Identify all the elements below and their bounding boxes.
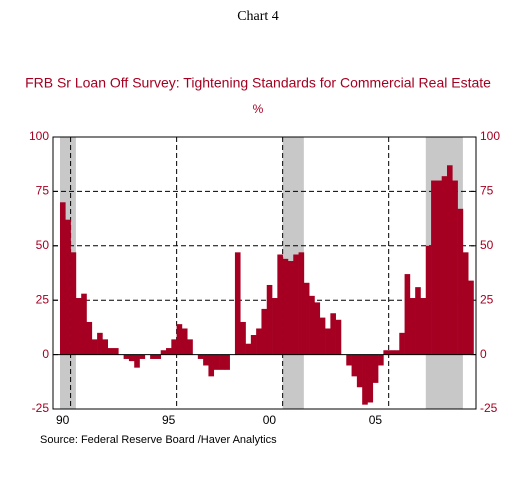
bar <box>139 354 146 359</box>
bar <box>335 319 342 355</box>
bar <box>356 354 363 388</box>
bar <box>208 354 215 377</box>
bar <box>219 354 225 370</box>
y-tick-label: 100 <box>29 129 49 143</box>
bar <box>351 354 358 377</box>
bar <box>234 252 241 355</box>
bar <box>309 295 315 355</box>
bar <box>86 321 93 355</box>
bar <box>171 339 177 355</box>
bar <box>256 328 262 355</box>
bar <box>420 298 427 355</box>
bar <box>128 354 135 362</box>
bar <box>330 313 336 355</box>
bar <box>81 293 87 355</box>
bar <box>107 348 114 355</box>
bar <box>97 332 103 355</box>
bar <box>446 165 453 355</box>
bar <box>462 252 469 355</box>
bar <box>65 219 71 355</box>
y-tick-label: -25 <box>32 401 50 415</box>
x-tick-label: 95 <box>162 413 176 427</box>
bar <box>250 335 257 355</box>
y-tick-label: 75 <box>36 184 50 198</box>
bar <box>441 176 448 355</box>
bar <box>213 354 220 370</box>
bar <box>298 252 305 355</box>
bar <box>388 350 395 355</box>
bar <box>367 354 374 403</box>
bar <box>314 302 321 355</box>
y2-tick-label: 25 <box>480 292 494 306</box>
bar <box>123 354 130 359</box>
bar <box>409 298 416 355</box>
bar <box>415 287 421 355</box>
y-tick-label: 0 <box>42 347 49 361</box>
y2-tick-label: 50 <box>480 238 494 252</box>
bar <box>60 202 66 355</box>
bar <box>425 245 432 355</box>
bar <box>378 354 384 366</box>
bar <box>431 180 437 355</box>
bar <box>176 324 183 355</box>
bar <box>240 321 246 355</box>
bar <box>203 354 209 366</box>
bar <box>399 332 405 355</box>
bar <box>245 343 252 355</box>
bar <box>452 180 458 355</box>
x-tick-label: 00 <box>263 413 277 427</box>
bar <box>436 180 442 355</box>
bar <box>261 308 268 355</box>
bar <box>134 354 140 368</box>
bar <box>383 350 389 355</box>
chart-title: FRB Sr Loan Off Survey: Tightening Stand… <box>25 75 491 91</box>
chart-heading: Chart 4 <box>237 9 279 24</box>
x-tick-label: 90 <box>56 413 70 427</box>
bar <box>457 208 464 355</box>
bar <box>346 354 352 366</box>
bar <box>102 339 109 355</box>
bar <box>155 354 162 359</box>
bar <box>287 261 294 355</box>
bar <box>325 328 331 355</box>
bar <box>393 350 400 355</box>
y-tick-label: 25 <box>36 292 50 306</box>
bar <box>293 254 299 355</box>
bar <box>303 282 310 355</box>
bar <box>224 354 230 370</box>
y2-tick-label: 100 <box>480 129 500 143</box>
bar <box>266 284 273 355</box>
chart-subtitle: % <box>253 102 264 116</box>
bar <box>70 252 77 355</box>
y2-tick-label: 75 <box>480 184 494 198</box>
bar <box>160 350 167 355</box>
bar <box>272 298 278 355</box>
plot-frame <box>52 136 477 410</box>
bar <box>187 339 193 355</box>
bar <box>362 354 368 405</box>
bar <box>372 354 379 383</box>
bar <box>75 298 82 355</box>
y2-tick-label: -25 <box>480 401 498 415</box>
bar <box>319 317 326 355</box>
source-note: Source: Federal Reserve Board /Haver Ana… <box>40 434 277 446</box>
bar <box>166 348 172 355</box>
bar <box>181 328 188 355</box>
x-tick-label: 05 <box>369 413 383 427</box>
y2-tick-label: 0 <box>480 347 487 361</box>
bar <box>113 348 119 355</box>
bar <box>150 354 156 359</box>
bar <box>404 274 411 355</box>
bar <box>91 339 98 355</box>
bar <box>197 354 204 359</box>
bar <box>468 280 474 355</box>
y-tick-label: 50 <box>36 238 50 252</box>
bar <box>282 258 289 355</box>
bar <box>277 254 283 355</box>
